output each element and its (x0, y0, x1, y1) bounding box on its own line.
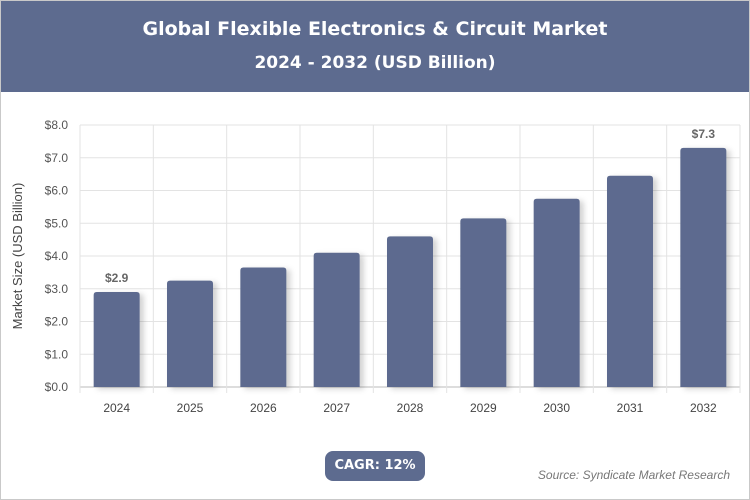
y-tick-label: $3.0 (45, 282, 69, 296)
cagr-badge: CAGR: 12% (325, 451, 425, 481)
y-tick-label: $6.0 (45, 184, 69, 198)
bar-2024 (93, 292, 140, 387)
y-tick-label: $0.0 (45, 380, 69, 394)
x-tick-label: 2026 (250, 401, 277, 415)
bar-2029 (460, 218, 507, 387)
x-tick-label: 2025 (177, 401, 204, 415)
chart-title: Global Flexible Electronics & Circuit Ma… (142, 18, 608, 40)
x-tick-label: 2027 (323, 401, 350, 415)
y-tick-label: $4.0 (45, 249, 69, 263)
bar-2032 (680, 147, 727, 387)
chart-header: Global Flexible Electronics & Circuit Ma… (1, 1, 749, 92)
chart-subtitle: 2024 - 2032 (USD Billion) (254, 53, 496, 73)
x-tick-label: 2032 (690, 401, 717, 415)
y-tick-label: $7.0 (45, 151, 69, 165)
bar-2028 (387, 236, 433, 387)
y-tick-label: $5.0 (45, 216, 69, 230)
x-tick-label: 2031 (617, 401, 644, 415)
x-tick-label: 2028 (397, 401, 424, 415)
bar-2025 (167, 280, 213, 387)
y-axis-title: Market Size (USD Billion) (10, 183, 25, 330)
y-tick-label: $8.0 (45, 118, 69, 132)
bar-2027 (313, 252, 360, 387)
bar-2030 (533, 198, 580, 387)
source-note: Source: Syndicate Market Research (537, 468, 730, 482)
data-label-2024: $2.9 (105, 271, 129, 285)
y-tick-label: $2.0 (45, 315, 69, 329)
bar-2026 (240, 267, 287, 387)
y-tick-label: $1.0 (45, 347, 69, 361)
data-label-2032: $7.3 (692, 127, 716, 141)
x-tick-label: 2029 (470, 401, 497, 415)
x-tick-label: 2024 (103, 401, 130, 415)
bar-2031 (607, 175, 653, 387)
x-tick-label: 2030 (543, 401, 570, 415)
